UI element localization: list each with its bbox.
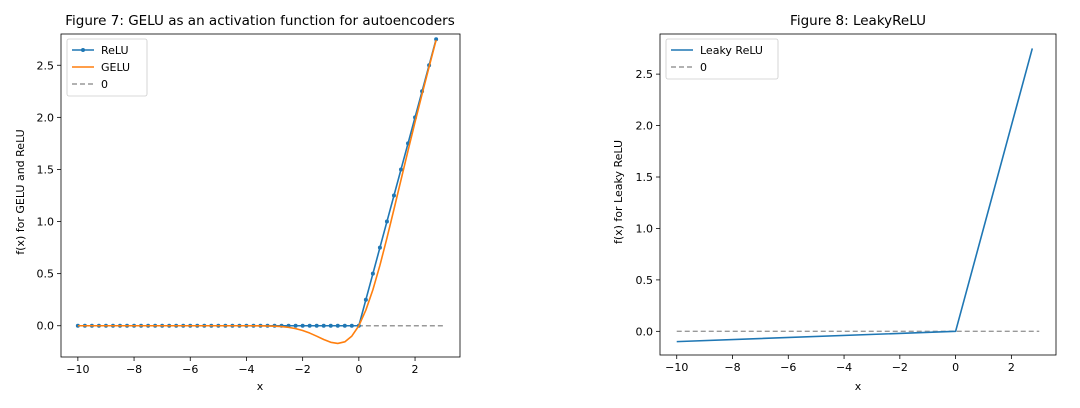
y-tick-label: 0.5 <box>37 268 55 281</box>
x-tick-label: 2 <box>412 363 419 376</box>
y-tick-label: 2.0 <box>636 120 654 133</box>
chart-title: Figure 8: LeakyReLU <box>790 13 926 29</box>
chart-gelu: Figure 7: GELU as an activation function… <box>14 13 461 393</box>
x-tick-label: −4 <box>238 363 254 376</box>
y-tick-label: 0.0 <box>37 320 55 333</box>
y-tick-label: 0.5 <box>636 274 654 287</box>
y-tick-label: 2.5 <box>636 68 654 81</box>
legend-box <box>66 38 148 97</box>
plot-area <box>75 37 444 345</box>
data-point <box>391 193 396 198</box>
x-tick-label: −6 <box>780 361 796 374</box>
x-tick-label: −2 <box>892 361 908 374</box>
data-point <box>384 219 389 224</box>
x-tick-label: −4 <box>836 361 852 374</box>
data-point <box>335 323 340 328</box>
data-point <box>328 323 333 328</box>
data-point <box>377 245 382 250</box>
data-point <box>300 323 305 328</box>
x-tick-label: −8 <box>724 361 740 374</box>
x-axis-label: x <box>855 380 862 393</box>
data-point <box>398 167 403 172</box>
y-tick-label: 1.0 <box>37 216 55 229</box>
x-tick-label: 0 <box>355 363 362 376</box>
x-tick-label: −6 <box>182 363 198 376</box>
data-point <box>370 271 375 276</box>
data-point <box>349 323 354 328</box>
plot-frame <box>659 33 1057 356</box>
x-tick-label: −8 <box>126 363 142 376</box>
y-tick-label: 2.5 <box>37 59 55 72</box>
chart-leaky-relu: Figure 8: LeakyReLU x f(x) for Leaky ReL… <box>612 13 1057 393</box>
x-tick-label: −10 <box>66 363 89 376</box>
data-point <box>293 323 298 328</box>
x-tick-label: −10 <box>665 361 688 374</box>
leaky-relu-line <box>676 48 1034 343</box>
y-tick-label: 1.5 <box>37 163 55 176</box>
y-axis-label: f(x) for GELU and ReLU <box>14 129 27 254</box>
y-tick-label: 0.0 <box>636 325 654 338</box>
x-tick-label: −2 <box>295 363 311 376</box>
legend-label: ReLU <box>101 44 129 57</box>
chart-title: Figure 7: GELU as an activation function… <box>65 13 455 29</box>
y-tick-label: 2.0 <box>37 111 55 124</box>
plot-frame <box>60 33 461 358</box>
data-point <box>342 323 347 328</box>
x-tick-label: 2 <box>1008 361 1015 374</box>
legend-label: Leaky ReLU <box>700 44 763 57</box>
legend-label: 0 <box>700 61 707 74</box>
legend-marker <box>81 48 85 52</box>
data-point <box>434 37 439 42</box>
data-point <box>321 323 326 328</box>
y-tick-label: 1.0 <box>636 222 654 235</box>
x-axis-label: x <box>257 380 264 393</box>
y-axis-label: f(x) for Leaky ReLU <box>612 140 625 244</box>
legend-label: 0 <box>101 78 108 91</box>
x-tick-label: 0 <box>952 361 959 374</box>
data-point <box>363 297 368 302</box>
y-tick-label: 1.5 <box>636 171 654 184</box>
gelu-line <box>77 39 437 345</box>
legend-label: GELU <box>101 61 130 74</box>
data-point <box>314 323 319 328</box>
plot-area <box>676 48 1040 343</box>
data-point <box>307 323 312 328</box>
legend-box <box>665 38 779 80</box>
